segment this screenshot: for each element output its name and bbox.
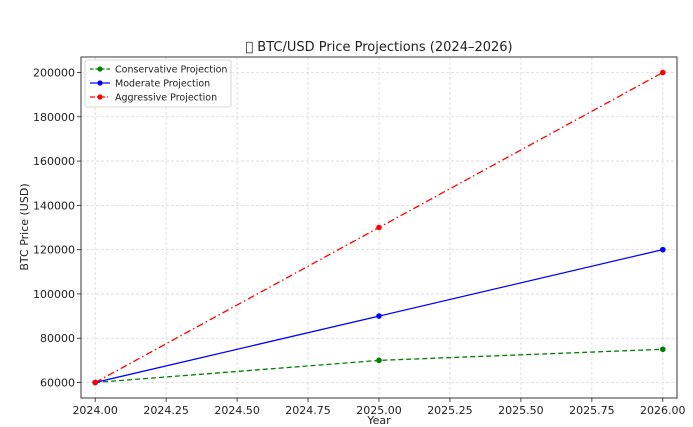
- y-axis-label: BTC Price (USD): [18, 183, 31, 270]
- legend-marker: [97, 66, 103, 72]
- y-tick-label: 100000: [33, 288, 75, 301]
- legend-label: Moderate Projection: [115, 79, 210, 90]
- legend: Conservative Projection Moderate Projecti…: [84, 59, 232, 108]
- data-point: [376, 224, 382, 231]
- data-point: [660, 346, 666, 353]
- x-tick-label: 2024.00: [72, 404, 118, 417]
- y-tick-label: 80000: [40, 332, 75, 345]
- x-tick-label: 2025.25: [427, 404, 473, 417]
- y-tick-label: 120000: [33, 244, 75, 257]
- series-group: [92, 69, 666, 386]
- legend-label: Conservative Projection: [115, 65, 227, 76]
- data-point: [660, 246, 666, 253]
- x-tick-label: 2025.75: [569, 404, 615, 417]
- x-tick-label: 2025.50: [498, 404, 544, 417]
- x-axis-label: Year: [366, 414, 391, 427]
- data-point: [660, 69, 666, 76]
- y-tick-label: 200000: [33, 67, 75, 80]
- x-tick-label: 2026.00: [640, 404, 686, 417]
- x-tick-label: 2024.25: [143, 404, 189, 417]
- y-tick-label: 180000: [33, 111, 75, 124]
- data-point: [376, 357, 382, 364]
- x-tick-label: 2024.50: [214, 404, 260, 417]
- legend-label: Aggressive Projection: [115, 93, 217, 104]
- y-axis-ticks: 60000 80000 100000 120000 140000 160000 180000…: [33, 67, 81, 390]
- x-tick-label: 2025.00: [356, 404, 402, 417]
- x-tick-label: 2024.75: [285, 404, 331, 417]
- legend-marker: [97, 80, 103, 86]
- data-point: [92, 379, 98, 386]
- legend-box: [84, 59, 232, 108]
- grid-lines: [81, 57, 677, 398]
- y-tick-label: 140000: [33, 199, 75, 212]
- legend-marker: [97, 94, 103, 100]
- y-tick-label: 60000: [40, 377, 75, 390]
- y-tick-label: 160000: [33, 155, 75, 168]
- data-point: [376, 313, 382, 319]
- x-axis-ticks: 2024.00 2024.25 2024.50 2024.75 2025.00 2025.…: [72, 398, 686, 417]
- chart-title:   BTC/USD Price Projections (2024–2026): [245, 40, 512, 55]
